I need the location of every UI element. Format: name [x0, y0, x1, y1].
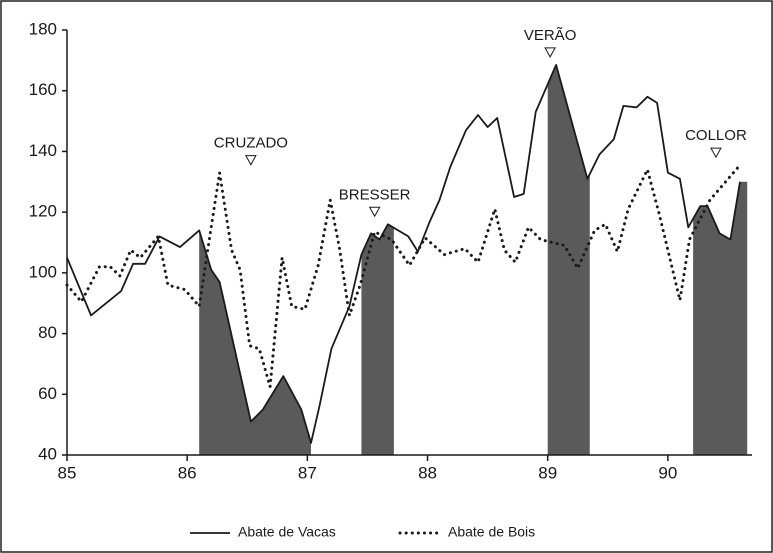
y-tick-label: 100 [29, 262, 57, 281]
x-tick-label: 86 [178, 463, 197, 482]
shaded-period [693, 181, 748, 456]
legend-label: Abate de Vacas [238, 524, 336, 540]
x-tick-label: 89 [538, 463, 557, 482]
shaded-period [361, 224, 394, 455]
x-tick-label: 85 [58, 463, 77, 482]
y-tick-label: 180 [29, 19, 57, 38]
annotation-marker [710, 147, 722, 159]
annotation-label: CRUZADO [214, 135, 288, 152]
y-tick-label: 160 [29, 80, 57, 99]
x-tick-label: 88 [418, 463, 437, 482]
x-tick-label: 87 [298, 463, 317, 482]
shaded-period [199, 230, 311, 455]
series-line [65, 163, 742, 389]
y-tick-label: 120 [29, 202, 57, 221]
legend-label: Abate de Bois [448, 524, 535, 540]
x-tick-label: 90 [658, 463, 677, 482]
annotation-label: VERÃO [524, 27, 577, 44]
annotation-marker [544, 47, 556, 58]
y-tick-label: 40 [38, 444, 57, 463]
y-tick-label: 60 [38, 384, 57, 403]
shaded-period [547, 64, 590, 456]
annotation-marker [368, 206, 381, 218]
y-tick-label: 80 [38, 323, 57, 342]
series-line [66, 64, 741, 444]
y-tick-label: 140 [29, 141, 57, 160]
annotation-label: COLLOR [685, 127, 747, 144]
annotation-marker [245, 155, 257, 166]
annotation-label: BRESSER [339, 186, 411, 203]
